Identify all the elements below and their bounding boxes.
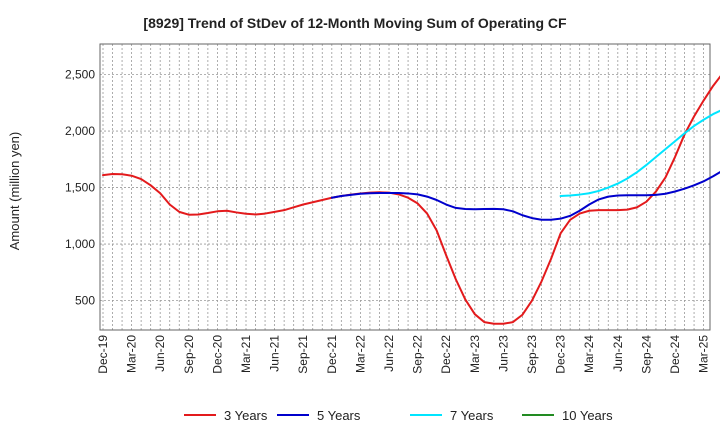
- x-tick-label: Jun-20: [153, 335, 167, 372]
- x-tick-label: Jun-21: [268, 335, 282, 372]
- y-tick-label: 1,000: [65, 237, 95, 251]
- x-tick-label: Dec-24: [668, 335, 682, 374]
- legend-label-3-years: 3 Years: [224, 408, 268, 423]
- series-line-5-years: [330, 171, 720, 221]
- x-tick-label: Jun-24: [611, 335, 625, 372]
- series-line-7-years: [559, 109, 720, 198]
- y-tick-label: 1,500: [65, 181, 95, 195]
- legend: 3 Years 5 Years 7 Years 10 Years: [184, 408, 613, 423]
- x-tick-label: Dec-20: [210, 335, 224, 374]
- legend-label-10-years: 10 Years: [562, 408, 613, 423]
- x-tick-label: Mar-25: [697, 335, 711, 373]
- x-tick-label: Sep-23: [525, 335, 539, 374]
- x-tick-label: Mar-22: [353, 335, 367, 373]
- x-tick-label: Jun-22: [382, 335, 396, 372]
- x-tick-label: Dec-21: [325, 335, 339, 374]
- x-tick-label: Mar-21: [239, 335, 253, 373]
- legend-label-5-years: 5 Years: [317, 408, 361, 423]
- series-line-3-years: [102, 75, 720, 325]
- y-axis-ticks: 500 1,000 1,500 2,000 2,500: [65, 68, 95, 308]
- x-tick-label: Mar-20: [125, 335, 139, 373]
- chart-title: [8929] Trend of StDev of 12-Month Moving…: [143, 15, 567, 31]
- y-tick-label: 2,000: [65, 124, 95, 138]
- y-tick-label: 500: [75, 294, 95, 308]
- x-tick-label: Jun-23: [496, 335, 510, 372]
- x-tick-label: Dec-23: [554, 335, 568, 374]
- x-tick-label: Dec-19: [96, 335, 110, 374]
- x-tick-label: Sep-21: [296, 335, 310, 374]
- x-tick-label: Dec-22: [439, 335, 453, 374]
- legend-label-7-years: 7 Years: [450, 408, 494, 423]
- y-tick-label: 2,500: [65, 68, 95, 82]
- x-tick-label: Sep-20: [182, 335, 196, 374]
- x-tick-label: Sep-24: [639, 335, 653, 374]
- x-tick-label: Sep-22: [411, 335, 425, 374]
- grid: [100, 44, 710, 330]
- y-axis-label: Amount (million yen): [7, 132, 22, 251]
- series-lines: [102, 75, 720, 325]
- x-tick-label: Mar-24: [582, 335, 596, 373]
- plot-area-frame: [99, 43, 711, 331]
- x-axis-ticks: Dec-19 Mar-20 Jun-20 Sep-20 Dec-20 Mar-21 Jun-…: [96, 335, 711, 374]
- x-tick-label: Mar-23: [468, 335, 482, 373]
